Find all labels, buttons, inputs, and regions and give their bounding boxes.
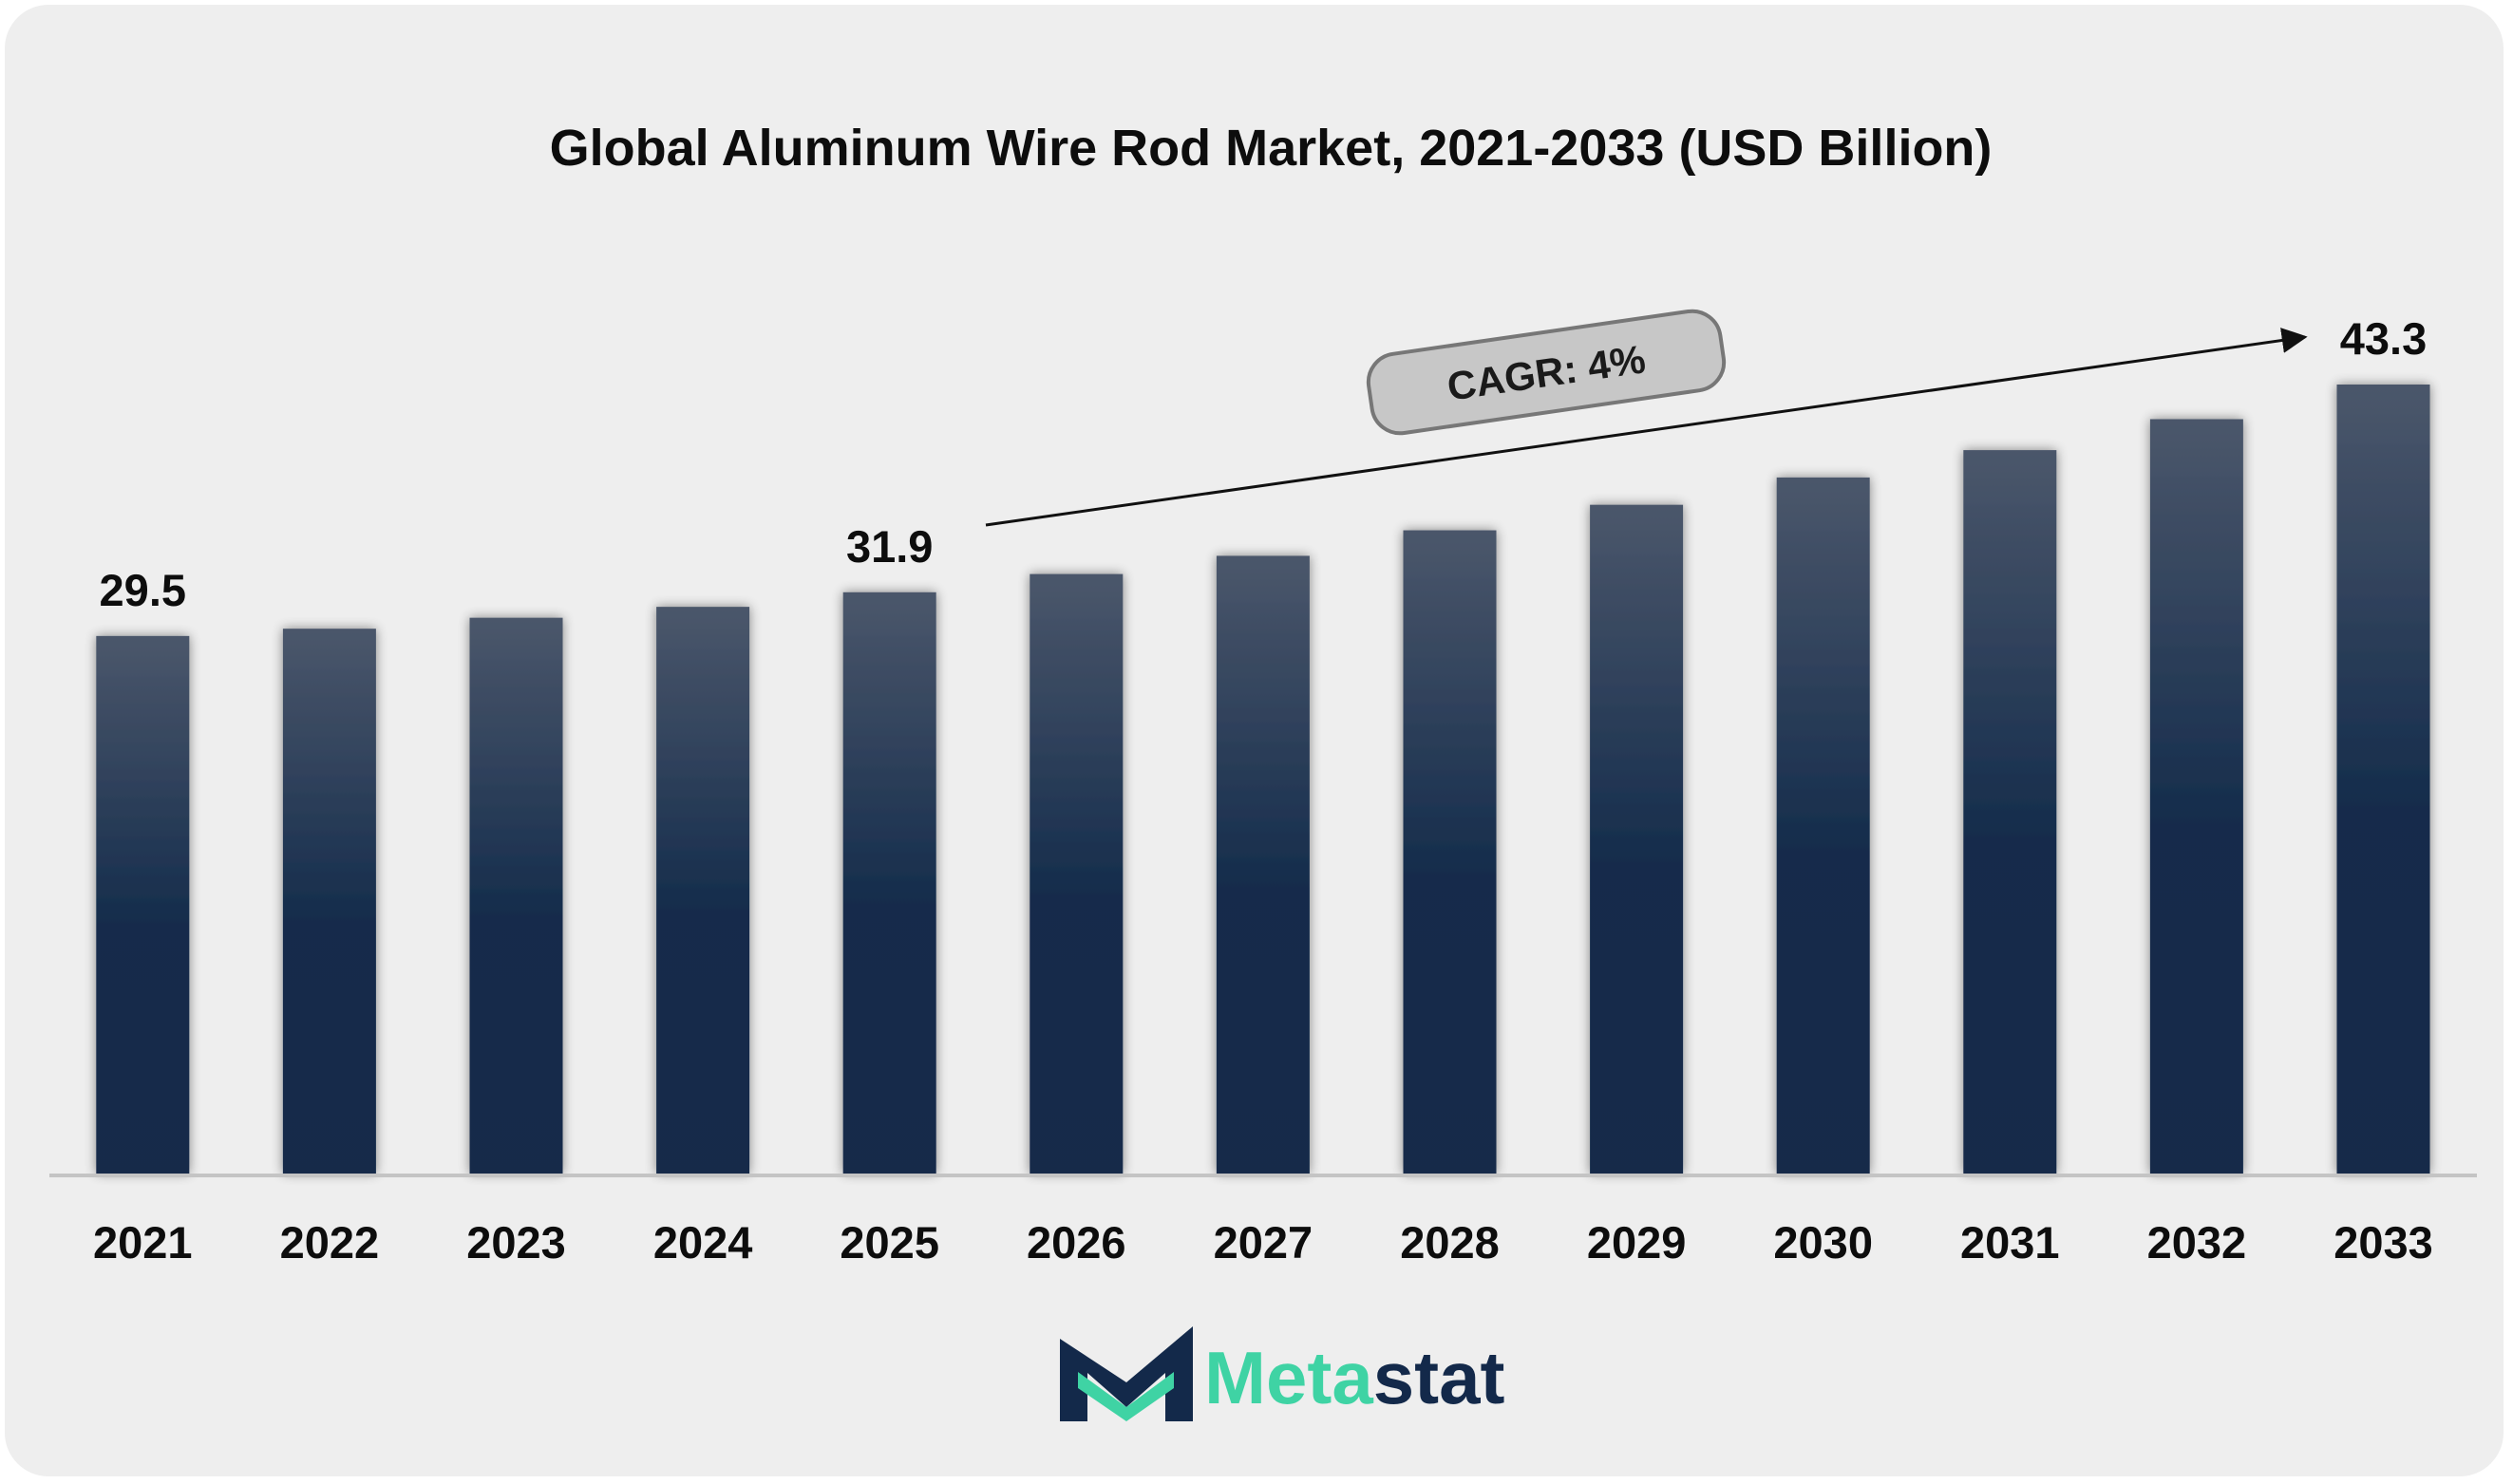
- bar-2022: [282, 629, 376, 1174]
- bar-2027: [1216, 555, 1310, 1174]
- x-tick-2030: 2030: [1773, 1217, 1873, 1268]
- metastat-logo: Metastat: [1060, 1326, 1504, 1421]
- svg-text:Metastat: Metastat: [1204, 1336, 1504, 1419]
- x-tick-2031: 2031: [1960, 1217, 2060, 1268]
- bar-2023: [469, 617, 563, 1174]
- bar-2025: [842, 592, 936, 1174]
- bars: [96, 385, 2430, 1174]
- bar-2024: [656, 607, 750, 1174]
- data-label-2021: 29.5: [100, 565, 186, 615]
- cagr-pill-background: [1366, 309, 1727, 436]
- data-label-2033: 43.3: [2340, 313, 2427, 364]
- cagr-pill: CAGR: 4%: [1366, 309, 1727, 436]
- x-tick-2024: 2024: [653, 1217, 753, 1268]
- x-tick-2029: 2029: [1587, 1217, 1687, 1268]
- x-tick-2032: 2032: [2147, 1217, 2247, 1268]
- bar-2032: [2149, 419, 2243, 1174]
- x-tick-2033: 2033: [2334, 1217, 2433, 1268]
- x-tick-2022: 2022: [280, 1217, 380, 1268]
- bar-2026: [1030, 573, 1124, 1174]
- bar-2031: [1963, 450, 2057, 1174]
- chart-title: Global Aluminum Wire Rod Market, 2021-20…: [550, 120, 1993, 177]
- data-labels: 29.5 31.9 43.3: [100, 313, 2428, 615]
- bar-2033: [2336, 385, 2430, 1174]
- bar-2021: [96, 635, 190, 1174]
- data-label-2025: 31.9: [846, 521, 933, 572]
- bar-2030: [1776, 477, 1870, 1174]
- x-tick-2028: 2028: [1400, 1217, 1500, 1268]
- x-tick-2027: 2027: [1214, 1217, 1313, 1268]
- x-tick-2021: 2021: [93, 1217, 193, 1268]
- bar-2029: [1590, 504, 1684, 1174]
- x-tick-2023: 2023: [466, 1217, 566, 1268]
- cagr-arrow: [985, 328, 2308, 527]
- metastat-m-logo-icon: [1060, 1326, 1193, 1421]
- x-tick-labels: 2021 2022 2023 2024 2025 2026 2027 2028 2029 2030…: [93, 1217, 2433, 1268]
- bar-2028: [1403, 530, 1497, 1174]
- brand-name-stat: stat: [1373, 1336, 1505, 1419]
- x-tick-2026: 2026: [1027, 1217, 1126, 1268]
- brand-name-meta: Meta: [1204, 1336, 1373, 1419]
- x-tick-2025: 2025: [840, 1217, 939, 1268]
